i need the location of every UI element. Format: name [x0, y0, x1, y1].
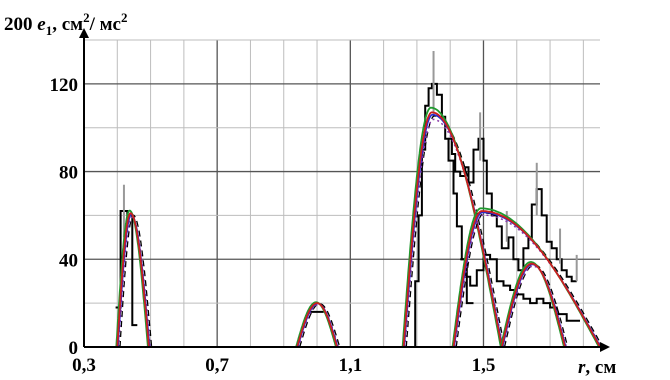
histogram-step	[460, 253, 580, 322]
fit-curve-dashed	[503, 264, 569, 348]
x-tick-label: 0,3	[72, 355, 96, 376]
tick-labels: 0,3 0,7 1,1 1,5 0 40 80 120	[50, 75, 496, 376]
y-tick-label: 80	[59, 163, 78, 184]
x-title-rest: , см	[585, 357, 616, 378]
fit-curve-dashed	[455, 212, 604, 348]
x-axis-arrow	[600, 342, 610, 352]
fit-curve-red	[402, 111, 503, 348]
fit-curve-red	[452, 210, 601, 348]
histogram-step	[448, 137, 577, 283]
y-tick-label: 0	[69, 338, 79, 359]
y-title-sup2: 2	[121, 10, 128, 25]
fit-curve-red	[116, 212, 150, 348]
fit-curve-purple	[404, 118, 504, 348]
fit-curve-dashed	[405, 115, 506, 348]
y-axis-arrow	[79, 28, 89, 38]
fit-curve-purple	[454, 214, 602, 348]
y-title-rest: , см	[52, 14, 83, 35]
x-axis-title: r, см	[578, 357, 616, 378]
fit-curve-dashed	[299, 303, 341, 348]
grid	[84, 39, 600, 347]
y-title-sub: 1	[46, 23, 53, 38]
y-title-mid: / мс	[89, 14, 121, 35]
plot-area	[115, 50, 604, 348]
x-tick-label: 1,5	[472, 355, 496, 376]
y-title-prefix: 200	[4, 14, 37, 35]
x-tick-label: 1,1	[338, 355, 362, 376]
y-tick-label: 40	[59, 250, 78, 271]
y-tick-label: 120	[50, 75, 79, 96]
x-title-var: r	[578, 357, 586, 378]
fit-curve-red	[296, 302, 338, 348]
fit-curve-red	[500, 262, 566, 348]
y-title-sup1: 2	[83, 10, 90, 25]
y-axis-title: 200 e1, см2/ мс2	[4, 10, 127, 38]
histogram-step	[411, 82, 474, 348]
x-tick-label: 0,7	[205, 355, 229, 376]
y-title-var: e	[37, 14, 46, 35]
